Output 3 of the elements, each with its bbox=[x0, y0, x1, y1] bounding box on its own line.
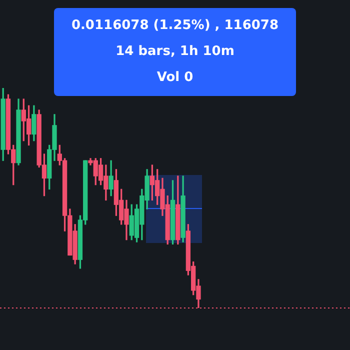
text: 14 bars, 1h 10m bbox=[114, 43, 236, 61]
text: Vol 0 bbox=[156, 69, 194, 87]
text: 0.0116078 (1.25%) , 116078 bbox=[70, 17, 280, 35]
